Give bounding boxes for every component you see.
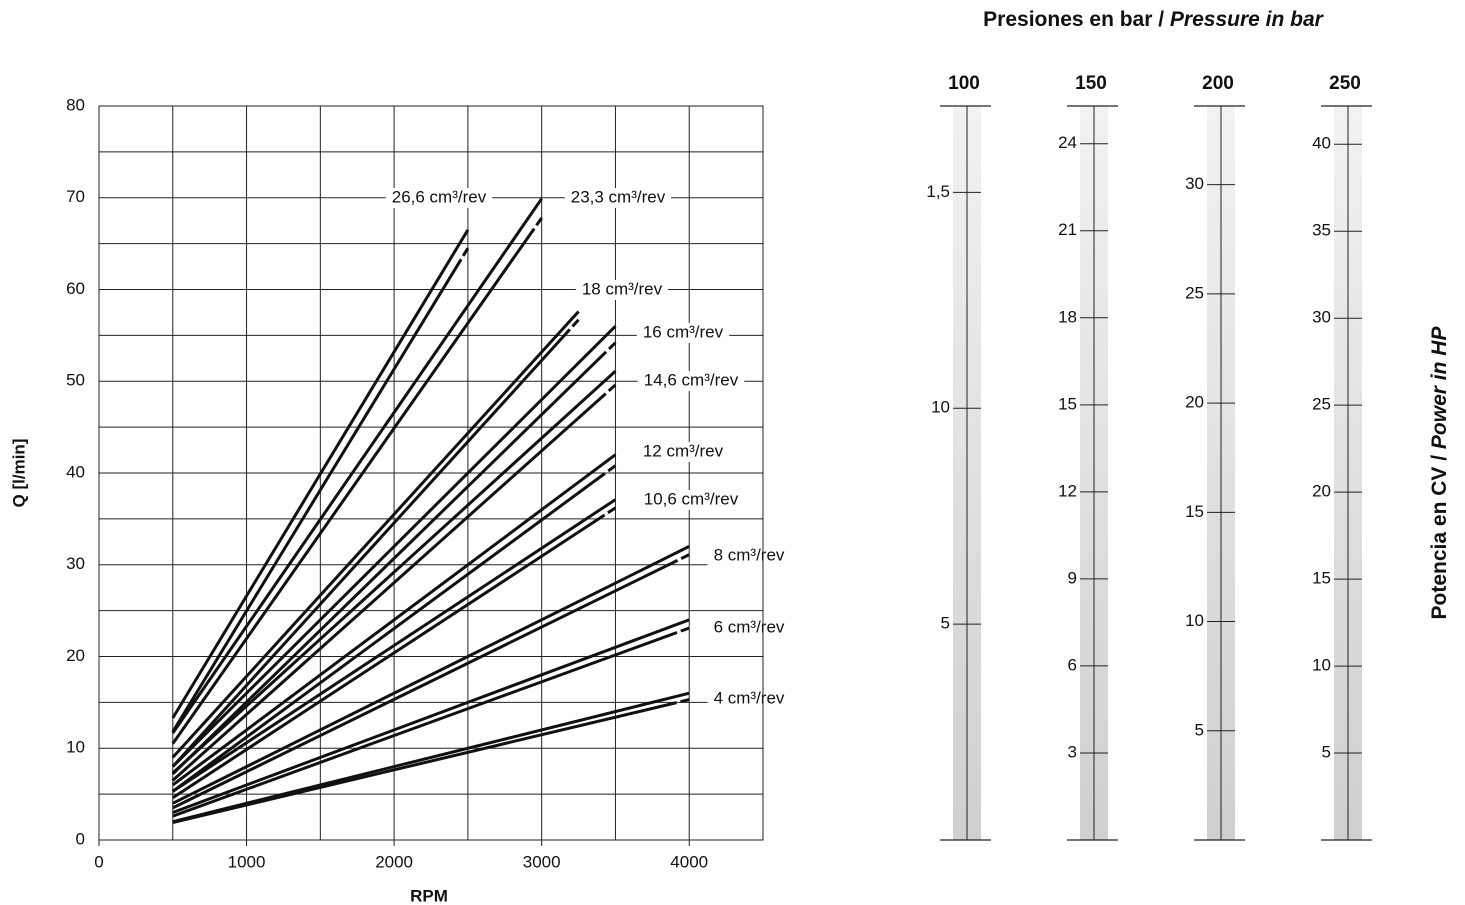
line-actual <box>172 626 690 818</box>
scale-tick-label: 20 <box>1312 482 1331 501</box>
y-tick-label: 70 <box>66 187 85 206</box>
label-bg <box>636 323 730 343</box>
series-label: 14,6 cm³/rev <box>644 370 739 389</box>
scale-tick-label: 10 <box>1185 611 1204 630</box>
line-theoretical <box>172 545 690 805</box>
series-label: 18 cm³/rev <box>582 279 663 298</box>
x-tick-label: 1000 <box>228 852 266 871</box>
scale-tick-label: 20 <box>1185 393 1204 412</box>
label-bg <box>637 371 745 391</box>
series-label: 12 cm³/rev <box>643 441 724 460</box>
series-label: 4 cm³/rev <box>714 688 785 707</box>
line-actual <box>171 247 470 733</box>
y-tick-label: 30 <box>66 554 85 573</box>
label-bg <box>707 546 791 566</box>
scale-pressure: 250 <box>1329 73 1361 94</box>
series-label: 6 cm³/rev <box>714 617 785 636</box>
y-tick-label: 80 <box>66 95 85 114</box>
label-bg <box>385 188 493 208</box>
label-bg <box>636 442 730 462</box>
scale-pressure: 150 <box>1075 73 1107 94</box>
x-tick-label: 2000 <box>375 852 413 871</box>
line-actual <box>171 383 617 782</box>
scale-tick-label: 30 <box>1185 174 1204 193</box>
x-tick-label: 4000 <box>670 852 708 871</box>
line-actual <box>171 341 617 776</box>
scale-tick-label: 15 <box>1058 394 1077 413</box>
y-tick-label: 60 <box>66 279 85 298</box>
scale-tick-label: 5 <box>1195 720 1204 739</box>
scale-tick-label: 24 <box>1058 133 1077 152</box>
scale-tick-label: 21 <box>1058 220 1077 239</box>
line-actual <box>172 698 690 825</box>
plot-frame <box>98 105 764 841</box>
scale-pressure: 100 <box>948 73 980 94</box>
scale-tick-label: 5 <box>1322 743 1331 762</box>
line-theoretical <box>171 197 543 734</box>
scale-tick-label: 25 <box>1185 283 1204 302</box>
label-bg <box>575 280 669 300</box>
power-label-es: Potencia en CV / <box>1428 449 1451 619</box>
title-en: Pressure in bar <box>1170 8 1325 31</box>
line-actual <box>171 217 543 745</box>
scale-tick-label: 15 <box>1312 569 1331 588</box>
line-actual <box>171 506 617 800</box>
line-theoretical <box>172 691 690 824</box>
scale-tick-label: 1,5 <box>926 182 950 201</box>
y-tick-label: 10 <box>66 738 85 757</box>
scale-pressure: 200 <box>1202 73 1234 94</box>
y-tick-label: 20 <box>66 646 85 665</box>
y-tick-label: 0 <box>76 829 85 848</box>
scale-tick-label: 6 <box>1068 655 1077 674</box>
scale-tick-label: 10 <box>931 398 950 417</box>
scale-tick-label: 35 <box>1312 221 1331 240</box>
line-theoretical <box>171 453 617 787</box>
line-actual <box>171 464 617 793</box>
scale-tick-label: 9 <box>1068 568 1077 587</box>
line-theoretical <box>171 325 617 768</box>
x-axis-label: RPM <box>410 886 448 905</box>
line-theoretical <box>172 618 690 814</box>
scale-tick-label: 25 <box>1312 395 1331 414</box>
scale-tick-label: 3 <box>1068 742 1077 761</box>
y-tick-label: 50 <box>66 371 85 390</box>
title-es: Presiones en bar / <box>983 8 1170 31</box>
scale-tick-label: 30 <box>1312 308 1331 327</box>
scale-tick-label: 40 <box>1312 134 1331 153</box>
line-theoretical <box>171 229 470 719</box>
line-actual <box>171 318 580 768</box>
scale-tick-label: 12 <box>1058 481 1077 500</box>
line-theoretical <box>171 370 617 775</box>
label-bg <box>637 490 745 510</box>
y-axis-label: Q [l/min] <box>9 439 28 508</box>
power-axis-label: Potencia en CV / Power in HP <box>1428 326 1451 620</box>
nomogram-title: Presiones en bar / Pressure in bar <box>983 8 1324 31</box>
series-label: 10,6 cm³/rev <box>644 489 739 508</box>
series-label: 16 cm³/rev <box>643 322 724 341</box>
label-bg <box>707 618 791 638</box>
series-label: 8 cm³/rev <box>714 545 785 564</box>
label-bg <box>564 188 672 208</box>
x-tick-label: 0 <box>94 852 103 871</box>
power-label-en: Power in HP <box>1428 326 1451 450</box>
series-label: 26,6 cm³/rev <box>392 187 487 206</box>
scale-tick-label: 18 <box>1058 307 1077 326</box>
scale-tick-label: 5 <box>941 614 950 633</box>
label-bg <box>707 689 791 709</box>
line-actual <box>172 553 690 810</box>
line-theoretical <box>171 310 580 759</box>
line-theoretical <box>171 498 617 793</box>
scale-tick-label: 15 <box>1185 502 1204 521</box>
x-tick-label: 3000 <box>523 852 561 871</box>
scale-tick-label: 10 <box>1312 656 1331 675</box>
y-tick-label: 40 <box>66 462 85 481</box>
series-label: 23,3 cm³/rev <box>571 187 666 206</box>
